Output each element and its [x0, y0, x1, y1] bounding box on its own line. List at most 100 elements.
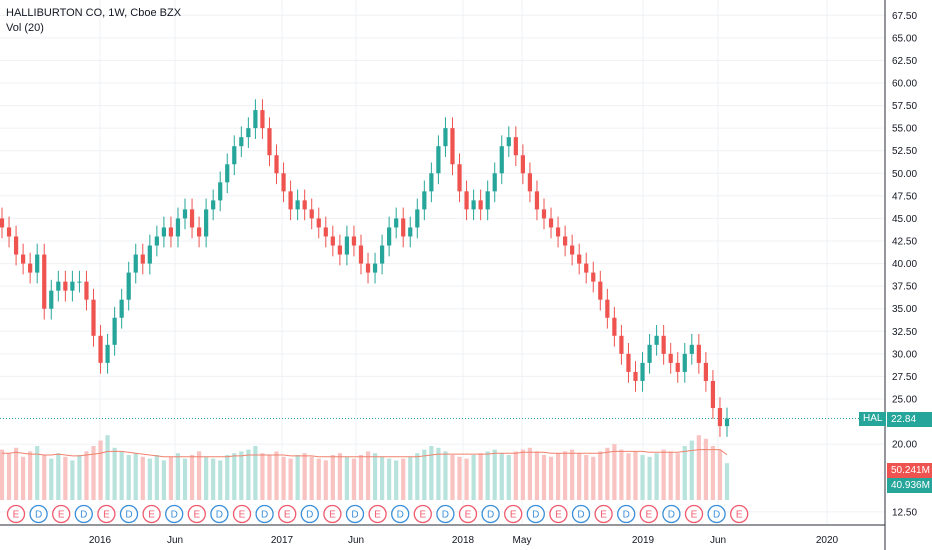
y-tick-label: 37.50: [892, 282, 917, 293]
volume-bar: [323, 460, 328, 500]
candle-body: [640, 362, 645, 381]
volume-bar: [605, 447, 610, 500]
dividend-marker: [300, 504, 319, 524]
volume-bar: [119, 451, 124, 500]
candle-body: [253, 110, 258, 129]
candle-body: [196, 227, 202, 237]
volume-bar: [591, 456, 596, 500]
earnings-marker-label: E: [103, 510, 110, 521]
candle-body: [70, 281, 75, 291]
candle-body: [598, 281, 603, 300]
earnings-marker: [730, 504, 749, 524]
dividend-marker-label: D: [668, 510, 675, 521]
volume-bar: [513, 451, 518, 500]
candle-body: [288, 191, 293, 210]
candle-body: [154, 236, 159, 246]
volume-bar: [710, 446, 716, 500]
earnings-marker: [187, 504, 206, 524]
volume-ma-tag: 50.241M: [887, 463, 932, 478]
volume-tag: 40.936M: [887, 478, 932, 493]
volume-bar: [612, 444, 617, 500]
volume-bar: [717, 449, 723, 500]
candle-body: [112, 317, 117, 345]
candle-body: [337, 245, 342, 255]
candle-body: [218, 182, 223, 201]
earnings-marker-label: E: [600, 510, 607, 521]
y-tick-label: 65.00: [892, 33, 917, 44]
candle-body: [394, 218, 399, 228]
dividend-marker: [436, 504, 455, 524]
candle-body: [492, 173, 497, 192]
volume-bar: [168, 456, 174, 500]
earnings-marker: [549, 504, 568, 524]
earnings-marker-label: E: [510, 510, 517, 521]
candle-body: [478, 200, 483, 210]
candle-body: [584, 263, 589, 273]
candle-body: [21, 254, 26, 264]
volume-bar: [703, 438, 708, 500]
candle-body: [408, 227, 413, 237]
x-tick-label: Jun: [167, 535, 183, 546]
candle-body: [485, 191, 490, 210]
candle-body: [555, 227, 561, 237]
earnings-marker-label: E: [58, 510, 65, 521]
dividend-marker-label: D: [261, 510, 268, 521]
candle-body: [323, 227, 328, 237]
volume-bar: [204, 456, 209, 500]
volume-bar: [84, 451, 89, 500]
volume-bar: [344, 456, 350, 500]
candle-body: [309, 209, 314, 219]
candle-body: [133, 254, 138, 273]
volume-bar: [541, 455, 547, 500]
volume-bar: [295, 455, 300, 500]
dividend-marker-label: D: [351, 510, 358, 521]
candle-body: [351, 236, 357, 246]
dividend-marker: [571, 504, 591, 524]
candle-body: [520, 155, 525, 174]
candle-body: [682, 353, 687, 372]
candle-body: [703, 362, 708, 381]
volume-bar: [499, 453, 504, 500]
x-tick-label: May: [513, 535, 532, 546]
volume-bar: [619, 449, 624, 500]
candle-body: [302, 200, 307, 210]
candle-body: [464, 191, 469, 210]
candle-body: [42, 254, 47, 309]
volume-bar: [633, 451, 638, 500]
volume-bar: [105, 435, 110, 500]
volume-bar: [408, 456, 413, 500]
volume-bar: [189, 455, 195, 500]
candle-body: [232, 146, 237, 165]
dividend-marker-label: D: [306, 510, 313, 521]
volume-bar: [485, 451, 490, 500]
volume-bar: [443, 451, 448, 500]
volume-bar: [70, 460, 75, 500]
earnings-marker: [594, 504, 613, 524]
candle-body: [365, 263, 371, 273]
earnings-marker-label: E: [645, 510, 652, 521]
volume-bar: [0, 449, 5, 500]
candle-body: [63, 281, 68, 291]
volume-bar: [506, 455, 511, 500]
volume-bar: [232, 453, 237, 500]
candle-body: [274, 155, 279, 174]
candle-body: [28, 263, 33, 273]
earnings-marker-label: E: [148, 510, 155, 521]
volume-legend: Vol (20): [6, 22, 44, 34]
x-tick-label: 2016: [89, 535, 112, 546]
y-tick-label: 25.00: [892, 395, 917, 406]
volume-bar: [196, 451, 202, 500]
candle-body: [647, 344, 652, 363]
volume-bar: [42, 455, 47, 500]
volume-bar: [457, 456, 462, 500]
candle-body: [675, 362, 680, 372]
volume-bar: [647, 456, 652, 500]
last-price-tag: 22.84: [887, 412, 932, 427]
candle-body: [724, 418, 730, 427]
volume-bar: [6, 453, 12, 500]
candle-body: [77, 281, 82, 283]
candle-body: [204, 209, 209, 237]
candle-body: [225, 164, 230, 183]
y-tick-label: 60.00: [892, 79, 917, 90]
